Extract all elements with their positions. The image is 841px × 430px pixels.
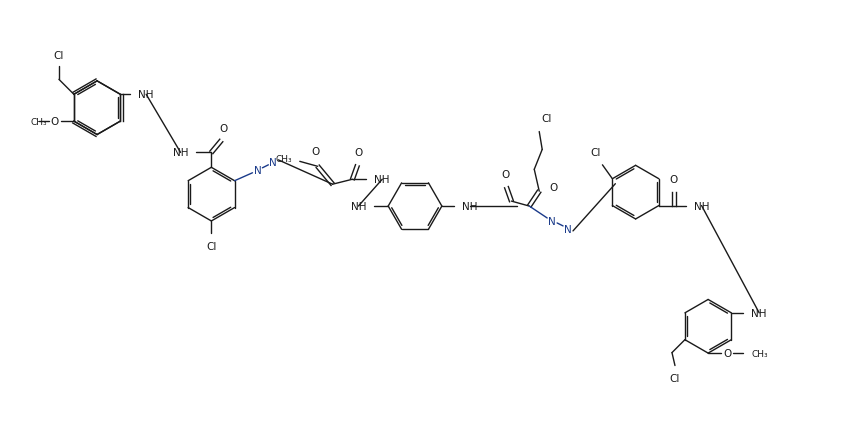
Text: O: O (723, 348, 731, 358)
Text: CH₃: CH₃ (30, 117, 47, 126)
Text: O: O (549, 183, 558, 193)
Text: O: O (669, 174, 678, 184)
Text: N: N (269, 157, 278, 167)
Text: Cl: Cl (206, 241, 216, 251)
Text: NH: NH (351, 202, 367, 212)
Text: N: N (564, 224, 572, 234)
Text: NH: NH (462, 202, 477, 212)
Text: Cl: Cl (542, 114, 552, 123)
Text: O: O (220, 123, 227, 133)
Text: NH: NH (374, 175, 389, 185)
Text: Cl: Cl (669, 374, 680, 384)
Text: N: N (254, 166, 262, 175)
Text: Cl: Cl (54, 50, 64, 60)
Text: O: O (50, 117, 59, 127)
Text: Cl: Cl (590, 147, 600, 157)
Text: NH: NH (138, 90, 154, 100)
Text: CH₃: CH₃ (275, 154, 292, 163)
Text: CH₃: CH₃ (752, 349, 769, 358)
Text: NH: NH (694, 201, 709, 211)
Text: NH: NH (751, 308, 767, 318)
Text: O: O (311, 147, 320, 157)
Text: O: O (354, 148, 362, 158)
Text: O: O (501, 170, 510, 180)
Text: NH: NH (173, 148, 188, 158)
Text: N: N (548, 216, 556, 227)
